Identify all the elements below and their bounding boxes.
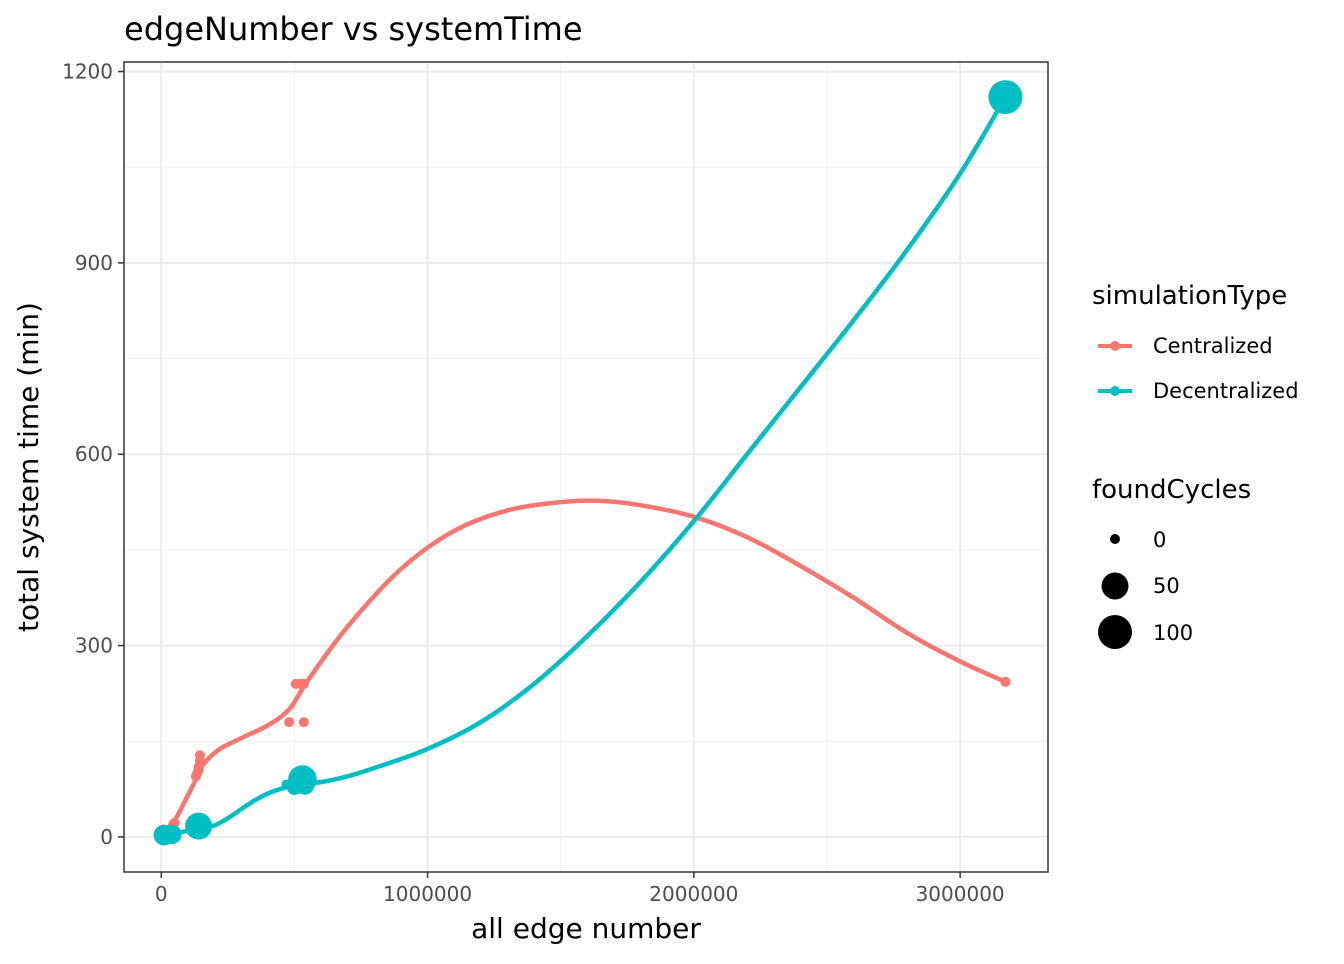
y-axis-title: total system time (min) — [12, 302, 45, 632]
data-points — [153, 80, 1023, 846]
size-key-dot — [1110, 534, 1120, 544]
data-point-centralized — [194, 750, 205, 761]
size-label-50: 50 — [1153, 574, 1180, 598]
y-axis: 0 300 600 900 1200 — [62, 60, 124, 849]
y-tick-label: 1200 — [62, 60, 113, 84]
size-label-0: 0 — [1153, 528, 1166, 552]
data-point-decentralized — [296, 777, 314, 795]
y-tick-label: 300 — [75, 634, 113, 658]
x-axis: 0 1000000 2000000 3000000 — [155, 872, 1005, 906]
size-legend-item-50: 50 — [1101, 572, 1180, 600]
data-point-centralized — [284, 717, 295, 728]
y-tick-label: 900 — [75, 251, 113, 275]
data-point-centralized — [1000, 676, 1011, 687]
data-point-decentralized — [185, 812, 213, 840]
x-tick-label: 0 — [155, 882, 168, 906]
smooth-line-decentralized — [161, 94, 1008, 838]
legend-label-centralized: Centralized — [1153, 334, 1273, 358]
size-key-dot — [1101, 572, 1129, 600]
size-label-100: 100 — [1153, 621, 1193, 645]
data-point-decentralized — [162, 824, 182, 845]
data-point-centralized — [298, 678, 309, 689]
legend-key-dot — [1110, 341, 1120, 351]
x-tick-label: 2000000 — [649, 882, 738, 906]
x-axis-title: all edge number — [471, 912, 701, 945]
panel-border — [123, 61, 1049, 873]
size-legend-item-100: 100 — [1098, 615, 1193, 649]
smooth-lines — [161, 94, 1008, 840]
legend-item-centralized: Centralized — [1098, 334, 1273, 358]
plot-panel — [123, 61, 1049, 873]
legend-key-dot — [1110, 386, 1120, 396]
size-legend-title: foundCycles — [1092, 475, 1251, 505]
legend-item-decentralized: Decentralized — [1098, 379, 1299, 403]
legend: simulationType Centralized Decentralized… — [1092, 281, 1299, 649]
y-tick-label: 0 — [100, 825, 113, 849]
major-gridlines — [124, 62, 1048, 872]
legend-label-decentralized: Decentralized — [1153, 379, 1299, 403]
data-point-centralized — [298, 717, 309, 728]
x-tick-label: 1000000 — [383, 882, 472, 906]
size-legend-item-0: 0 — [1110, 528, 1166, 552]
data-point-decentralized — [988, 80, 1023, 115]
size-key-dot — [1098, 615, 1132, 649]
color-legend-title: simulationType — [1092, 281, 1287, 311]
y-tick-label: 600 — [75, 442, 113, 466]
chart-title: edgeNumber vs systemTime — [124, 10, 583, 48]
x-tick-label: 3000000 — [916, 882, 1005, 906]
smooth-line-centralized — [161, 498, 1008, 840]
minor-gridlines — [124, 62, 1048, 872]
panel-background — [124, 62, 1048, 872]
